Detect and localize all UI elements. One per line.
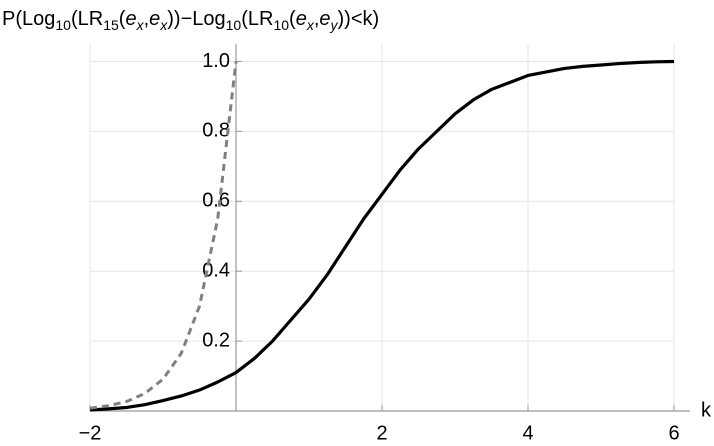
x-axis-label: k [701,399,712,421]
x-tick-label: 4 [522,422,533,444]
x-tick-label: 6 [668,422,679,444]
y-tick-label: 0.6 [202,190,230,212]
line-series [89,61,238,410]
y-axis-label: P(Log10(LR15(ex,ex))−Log10(LR10(ex,ey))<… [2,8,379,33]
line-series [89,59,675,412]
y-tick-label: 1.0 [202,50,230,72]
y-tick-label: 0.8 [202,120,230,142]
x-tick-label: 2 [376,422,387,444]
y-tick-label: 0.2 [202,329,230,351]
x-tick-label: −2 [79,422,102,444]
